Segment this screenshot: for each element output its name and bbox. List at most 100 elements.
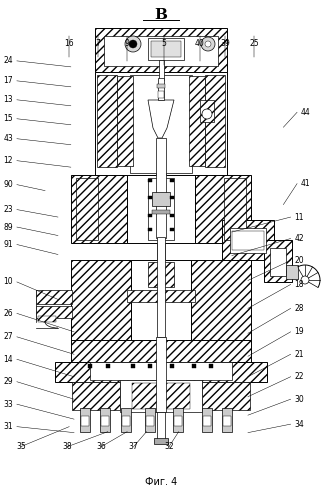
Bar <box>209 364 213 368</box>
Text: 31: 31 <box>3 422 13 431</box>
Bar <box>100 78 154 160</box>
Text: 7: 7 <box>96 39 101 48</box>
Text: 10: 10 <box>3 277 13 286</box>
Text: 34: 34 <box>295 420 304 429</box>
Bar <box>223 416 231 426</box>
Bar <box>90 362 232 380</box>
Bar <box>192 364 196 368</box>
Bar <box>203 416 211 426</box>
Text: B: B <box>155 8 167 22</box>
Text: 33: 33 <box>3 400 13 409</box>
Text: 90: 90 <box>3 180 13 189</box>
Circle shape <box>205 41 211 47</box>
Text: 32: 32 <box>164 442 174 451</box>
Bar <box>71 260 131 340</box>
Bar <box>286 265 298 279</box>
Bar <box>202 382 250 410</box>
Text: 40: 40 <box>195 39 204 48</box>
Bar <box>170 364 174 368</box>
Bar <box>122 416 130 426</box>
Bar <box>174 416 182 426</box>
Text: 39: 39 <box>221 39 230 48</box>
Bar <box>106 364 110 368</box>
Text: 27: 27 <box>3 332 13 341</box>
Text: 35: 35 <box>16 442 26 451</box>
Text: 37: 37 <box>129 442 138 451</box>
Bar <box>154 438 168 444</box>
Bar <box>148 364 152 368</box>
Bar <box>76 178 98 240</box>
Bar <box>168 78 222 160</box>
Text: 28: 28 <box>295 304 304 313</box>
Circle shape <box>201 37 215 51</box>
Bar <box>152 210 170 214</box>
Bar <box>205 75 225 167</box>
Text: 5: 5 <box>162 39 167 48</box>
Bar <box>97 75 117 167</box>
Bar <box>170 214 174 217</box>
Bar <box>270 248 286 276</box>
Bar <box>80 408 90 432</box>
Bar <box>148 262 174 287</box>
Circle shape <box>129 40 137 48</box>
Circle shape <box>301 276 309 284</box>
Text: 21: 21 <box>295 350 304 359</box>
Bar <box>173 408 183 432</box>
Bar <box>195 175 251 243</box>
Bar <box>71 175 127 243</box>
Bar <box>156 138 166 238</box>
Bar <box>159 60 164 80</box>
Bar <box>157 412 165 442</box>
Bar <box>152 192 170 206</box>
Bar <box>224 178 246 240</box>
Bar <box>146 416 154 426</box>
Bar <box>264 240 292 282</box>
Bar <box>71 340 251 362</box>
Bar <box>148 179 152 182</box>
Bar <box>120 380 202 412</box>
Bar <box>132 383 190 409</box>
Bar <box>95 28 227 72</box>
Bar <box>158 78 164 100</box>
Bar <box>157 84 165 88</box>
Bar <box>148 214 152 217</box>
Text: 19: 19 <box>295 327 304 336</box>
Text: Фиг. 4: Фиг. 4 <box>145 477 177 487</box>
Bar <box>148 228 152 231</box>
Text: 42: 42 <box>295 234 304 243</box>
Text: 89: 89 <box>3 223 13 232</box>
Bar <box>127 290 195 302</box>
Circle shape <box>202 109 212 119</box>
Text: 41: 41 <box>301 179 311 188</box>
Bar <box>189 76 205 166</box>
Text: 9: 9 <box>125 39 130 48</box>
Bar <box>88 364 92 368</box>
Bar <box>104 36 218 66</box>
Text: 23: 23 <box>3 205 13 214</box>
Bar <box>100 408 110 432</box>
Text: 24: 24 <box>3 56 13 65</box>
Text: 22: 22 <box>295 372 304 381</box>
Bar <box>191 260 251 340</box>
Bar <box>127 175 195 243</box>
Bar <box>222 220 274 260</box>
Text: 17: 17 <box>3 76 13 85</box>
Bar <box>148 38 184 60</box>
Bar <box>170 196 174 199</box>
Bar <box>38 316 56 322</box>
Bar <box>158 91 164 98</box>
Bar <box>148 196 152 199</box>
Text: 18: 18 <box>295 280 304 289</box>
Text: 36: 36 <box>97 442 106 451</box>
Text: 11: 11 <box>295 213 304 222</box>
Bar <box>170 179 174 182</box>
Text: 13: 13 <box>3 95 13 104</box>
Bar <box>101 416 109 426</box>
Bar <box>131 260 191 340</box>
Bar <box>157 237 165 337</box>
Bar <box>36 306 72 318</box>
Bar <box>145 408 155 432</box>
Bar <box>117 76 133 166</box>
Bar <box>151 41 181 57</box>
Bar <box>148 178 174 240</box>
